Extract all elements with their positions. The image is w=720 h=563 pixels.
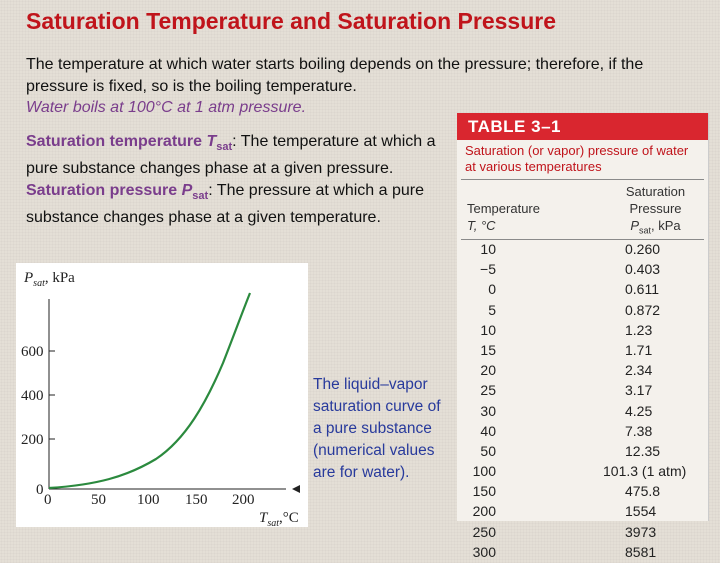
graph-caption: The liquid–vapor saturation curve of a p…: [313, 376, 441, 481]
table-row: 25 3.17: [480, 382, 653, 399]
sat-temp-definition: : The temperature at which a pure substa…: [26, 133, 436, 178]
table-row: 0 0.611: [488, 281, 659, 298]
table-row: 10 1.23: [480, 321, 653, 338]
saturation-curve-svg: Psat, kPa 600 400 200 0 0 50 100 150 200…: [21, 270, 300, 529]
x-tick-label: 200: [232, 492, 255, 508]
table-row: 50 12.35: [480, 442, 661, 459]
column-header-temperature: Temperature T, °C: [467, 201, 540, 233]
x-axis-arrow: [292, 485, 300, 493]
table-heading: TABLE 3–1: [468, 117, 561, 136]
table-row: 5 0.872: [488, 301, 661, 318]
y-tick-label: 200: [21, 432, 44, 448]
table-body: 10 0.260 −5 0.403 0 0.611 5 0.872 10 1.23 15 1…: [457, 240, 708, 563]
x-tick-label: 150: [185, 492, 208, 508]
table-row: 250 3973: [472, 523, 657, 540]
intro-paragraph: The temperature at which water starts bo…: [26, 56, 644, 95]
table-row: 40 7.38: [480, 422, 653, 439]
x-tick-label: 50: [91, 492, 106, 508]
slide-title: Saturation Temperature and Saturation Pr…: [26, 8, 556, 34]
definitions: Saturation temperature Tsat: The tempera…: [26, 131, 446, 229]
table-subtitle: Saturation (or vapor) pressure of water …: [465, 143, 689, 174]
sat-press-definition: : The pressure at which a pure substance…: [26, 182, 425, 227]
column-header-pressure: Saturation Pressure Psat, kPa: [625, 184, 686, 236]
table-row: 100 101.3 (1 atm): [472, 463, 687, 480]
x-tick-label: 0: [44, 492, 52, 508]
saturation-curve: [48, 292, 252, 490]
table-heading-bar: TABLE 3–1: [457, 113, 708, 140]
table-row: 15 1.71: [480, 341, 653, 358]
table-row: 10 0.260: [480, 241, 661, 257]
y-tick-label: 600: [21, 344, 44, 360]
saturation-curve-graph: Psat, kPa 600 400 200 0 0 50 100 150 200…: [16, 263, 308, 529]
sat-press-term: Saturation pressure Psat: [26, 182, 209, 203]
sat-temp-term: Saturation temperature Tsat: [26, 133, 233, 154]
table-divider: [461, 179, 704, 180]
table-row: 20 2.34: [480, 362, 653, 379]
y-axis-label: Psat, kPa: [23, 270, 75, 289]
table-3-1: TABLE 3–1 Saturation (or vapor) pressure…: [457, 113, 709, 560]
table-divider: [461, 239, 704, 240]
x-axis-label: Tsat,°C: [259, 510, 299, 527]
table-row: 200 1554: [472, 503, 657, 520]
intro-emphasis: Water boils at 100°C at 1 atm pressure.: [26, 99, 307, 116]
table-row: −5 0.403: [480, 261, 661, 278]
table-row: 30 4.25: [480, 402, 653, 419]
y-tick-label: 0: [36, 482, 44, 498]
table-row: 300 8581: [472, 543, 657, 560]
x-tick-label: 100: [137, 492, 160, 508]
y-tick-label: 400: [21, 388, 44, 404]
table-row: 150 475.8: [472, 483, 661, 500]
